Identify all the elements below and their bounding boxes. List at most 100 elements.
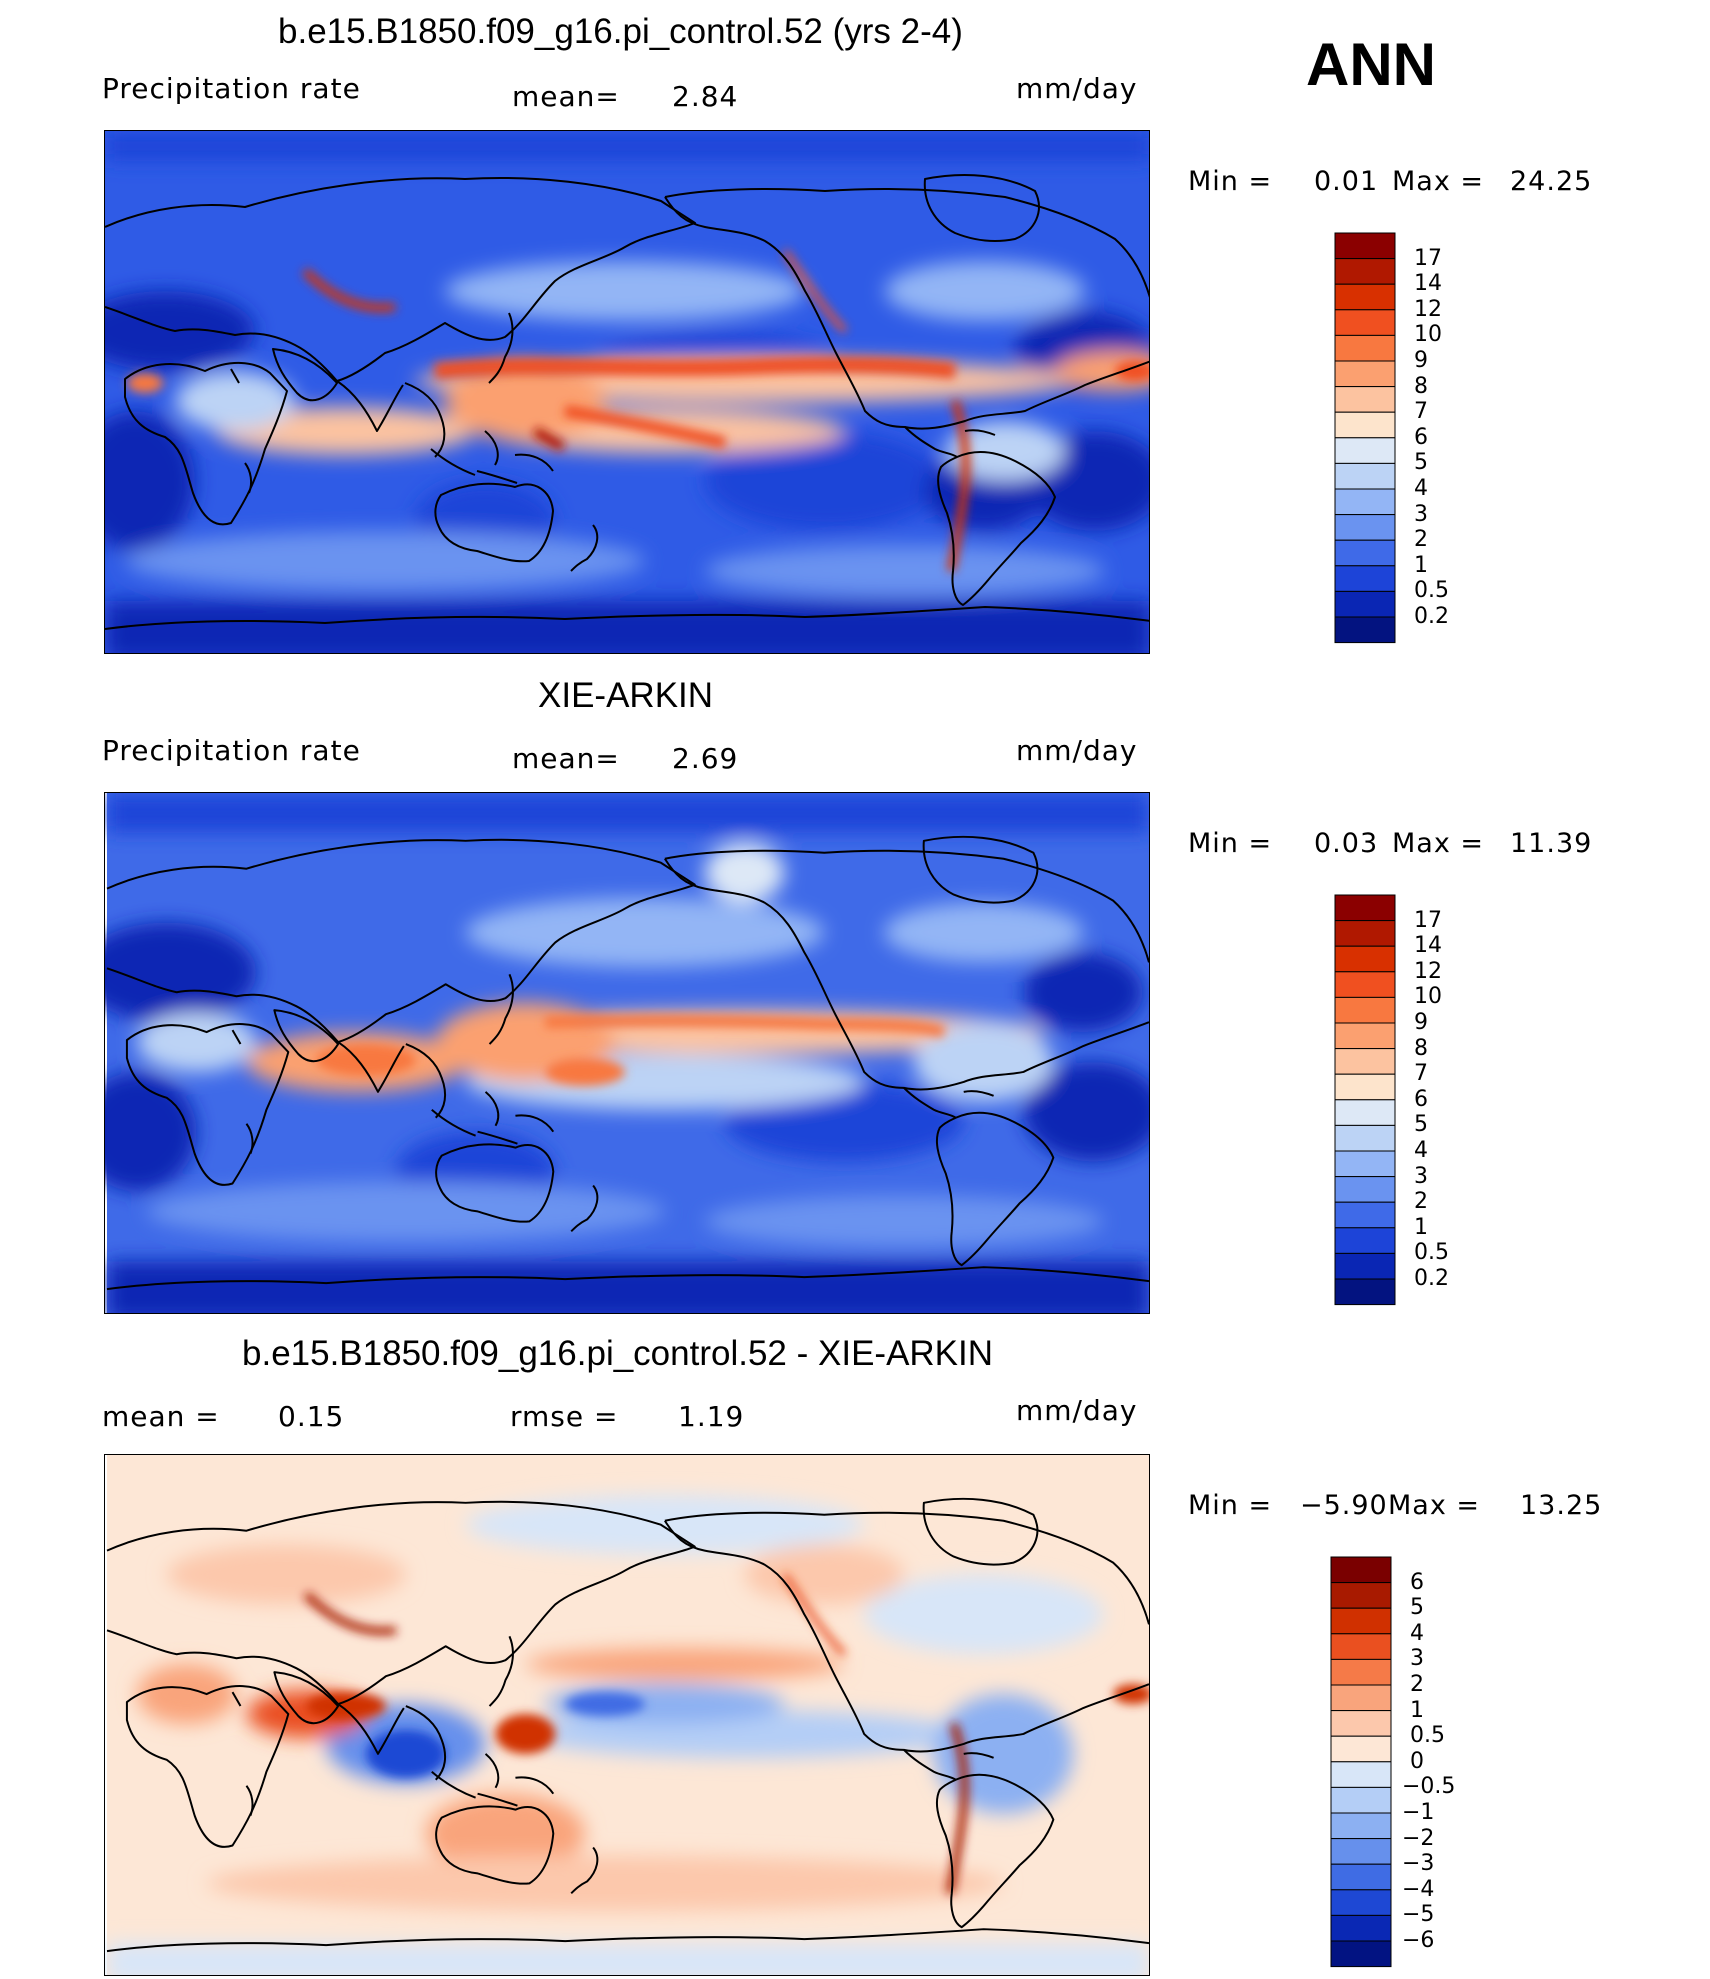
colorbar-swatch	[1334, 1022, 1396, 1050]
colorbar-tick-label: 1	[1410, 1697, 1424, 1723]
colorbar-tick-label: −5	[1402, 1902, 1435, 1928]
colorbar-swatch	[1330, 1914, 1392, 1942]
colorbar-swatch	[1330, 1761, 1392, 1788]
colorbar-swatch	[1334, 1227, 1396, 1254]
colorbar-swatch	[1334, 309, 1396, 336]
colorbar-swatch	[1330, 1838, 1392, 1865]
colorbar-swatch	[1334, 945, 1396, 973]
colorbar-swatch	[1334, 283, 1396, 311]
colorbar-tick-label: 14	[1414, 933, 1442, 959]
colorbar-tick-label: 0.5	[1414, 1240, 1449, 1266]
colorbar-swatch	[1334, 1073, 1396, 1101]
colorbar-tick-label: 0.5	[1414, 578, 1449, 604]
colorbar-tick-label: 10	[1414, 984, 1442, 1010]
colorbar-swatch	[1334, 1150, 1396, 1178]
colorbar-tick-label: 4	[1414, 476, 1428, 501]
colorbar-swatch	[1330, 1940, 1392, 1968]
colorbar-swatch	[1330, 1633, 1392, 1660]
colorbar-tick-label: 4	[1410, 1620, 1424, 1646]
panel-model-title: b.e15.B1850.f09_g16.pi_control.52 (yrs 2…	[278, 12, 963, 51]
panel-obs-colorbar: 17 14 12 10 9 8 7 6 5 4 3 2 1 0.5 0.2	[1334, 894, 1494, 1306]
colorbar-swatch	[1330, 1582, 1392, 1609]
colorbar-tick-label: 8	[1414, 373, 1428, 399]
colorbar-tick-label: 5	[1414, 450, 1428, 476]
colorbar-tick-label: 2	[1414, 1189, 1428, 1215]
colorbar-tick-label: 3	[1410, 1646, 1424, 1672]
colorbar-swatch	[1334, 1201, 1396, 1229]
colorbar-swatch	[1334, 411, 1396, 439]
panel-diff-colorbar: 6 5 4 3 2 1 0.5 0 −0.5 −1 −2 −3 −4 −5 −6	[1330, 1556, 1490, 1968]
colorbar-tick-label: 14	[1414, 271, 1442, 297]
colorbar-tick-label: 0	[1410, 1748, 1424, 1774]
colorbar-tick-label: 0.2	[1414, 1266, 1449, 1291]
colorbar-tick-label: 9	[1414, 348, 1428, 373]
colorbar-swatch	[1334, 996, 1396, 1024]
colorbar-swatch	[1334, 1124, 1396, 1152]
colorbar-swatches	[1334, 232, 1396, 644]
colorbar-tick-label: 17	[1414, 907, 1442, 933]
season-label: ANN	[1306, 31, 1436, 98]
panel-obs-variable: Precipitation rate	[102, 734, 361, 767]
colorbar-swatch	[1334, 514, 1396, 541]
colorbar-tick-label: 5	[1410, 1595, 1424, 1621]
colorbar-tick-label: 12	[1414, 296, 1442, 322]
panel-model-mean-value: 2.84	[672, 80, 739, 113]
panel-diff-map	[104, 1454, 1150, 1976]
colorbar-swatch	[1334, 258, 1396, 285]
colorbar-swatch	[1330, 1607, 1392, 1635]
colorbar-swatches	[1330, 1556, 1392, 1968]
colorbar-swatch	[1330, 1556, 1392, 1584]
panel-model-max-value: 24.25	[1510, 166, 1593, 197]
colorbar-swatch	[1330, 1684, 1392, 1712]
colorbar-swatch	[1334, 920, 1396, 947]
colorbar-tick-label: 7	[1414, 399, 1428, 425]
panel-model-max-label: Max =	[1392, 166, 1485, 197]
panel-model-field	[105, 131, 1149, 653]
panel-diff-mean-label: mean =	[102, 1400, 220, 1433]
panel-model-map	[104, 130, 1150, 654]
colorbar-swatch	[1334, 437, 1396, 464]
panel-model-colorbar: 17 14 12 10 9 8 7 6 5 4 3 2 1 0.5 0.2	[1334, 232, 1494, 644]
colorbar-swatch	[1334, 334, 1396, 362]
colorbar-tick-label: 10	[1414, 322, 1442, 348]
colorbar-swatch	[1334, 1099, 1396, 1126]
panel-obs-mean-label: mean=	[512, 742, 620, 775]
colorbar-swatch	[1334, 539, 1396, 567]
colorbar-tick-label: 3	[1414, 501, 1428, 527]
colorbar-swatch	[1334, 565, 1396, 592]
panel-obs-min-value: 0.03	[1314, 828, 1379, 859]
colorbar-tick-label: 0.5	[1410, 1723, 1445, 1749]
colorbar-tick-label: 6	[1410, 1569, 1424, 1595]
panel-model-variable: Precipitation rate	[102, 72, 361, 105]
panel-diff-max-value: 13.25	[1520, 1490, 1603, 1521]
colorbar-tick-label: 17	[1414, 245, 1442, 271]
panel-diff-min-value: −5.90	[1300, 1490, 1388, 1521]
panel-obs-max-label: Max =	[1392, 828, 1485, 859]
colorbar-tick-label: 2	[1414, 527, 1428, 553]
panel-model-units: mm/day	[1016, 72, 1138, 105]
colorbar-tick-label: −0.5	[1402, 1774, 1456, 1800]
colorbar-swatch	[1334, 232, 1396, 260]
panel-diff-max-label: Max =	[1388, 1490, 1481, 1521]
colorbar-swatch	[1334, 616, 1396, 644]
panel-diff-units: mm/day	[1016, 1394, 1138, 1427]
colorbar-tick-label: 1	[1414, 1214, 1428, 1240]
colorbar-swatch	[1334, 971, 1396, 998]
colorbar-tick-label: −2	[1402, 1825, 1435, 1851]
panel-model-min-value: 0.01	[1314, 166, 1379, 197]
panel-diff-mean-value: 0.15	[278, 1400, 345, 1433]
colorbar-tick-label: 6	[1414, 424, 1428, 450]
colorbar-swatch	[1330, 1658, 1392, 1686]
colorbar-tick-label: 5	[1414, 1112, 1428, 1138]
panel-obs-title: XIE-ARKIN	[538, 676, 714, 715]
colorbar-tick-label: 1	[1414, 552, 1428, 578]
colorbar-swatch	[1334, 894, 1396, 922]
colorbar-swatch	[1334, 590, 1396, 618]
colorbar-tick-label: −3	[1402, 1851, 1435, 1877]
colorbar-tick-label: −4	[1402, 1876, 1435, 1902]
colorbar-swatch	[1330, 1786, 1392, 1814]
colorbar-tick-label: −6	[1402, 1928, 1435, 1953]
colorbar-swatch	[1334, 1252, 1396, 1280]
colorbar-swatch	[1334, 462, 1396, 490]
colorbar-swatch	[1330, 1735, 1392, 1763]
